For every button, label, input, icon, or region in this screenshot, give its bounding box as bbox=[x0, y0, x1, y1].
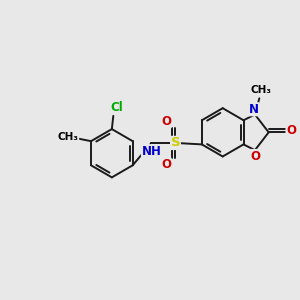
Text: NH: NH bbox=[142, 145, 161, 158]
Text: O: O bbox=[286, 124, 296, 137]
Text: O: O bbox=[161, 158, 171, 171]
Text: N: N bbox=[248, 103, 259, 116]
Text: O: O bbox=[250, 149, 260, 163]
Text: Cl: Cl bbox=[110, 100, 123, 113]
Text: O: O bbox=[161, 115, 171, 128]
Text: CH₃: CH₃ bbox=[58, 132, 79, 142]
Text: S: S bbox=[171, 136, 180, 149]
Text: CH₃: CH₃ bbox=[250, 85, 271, 95]
